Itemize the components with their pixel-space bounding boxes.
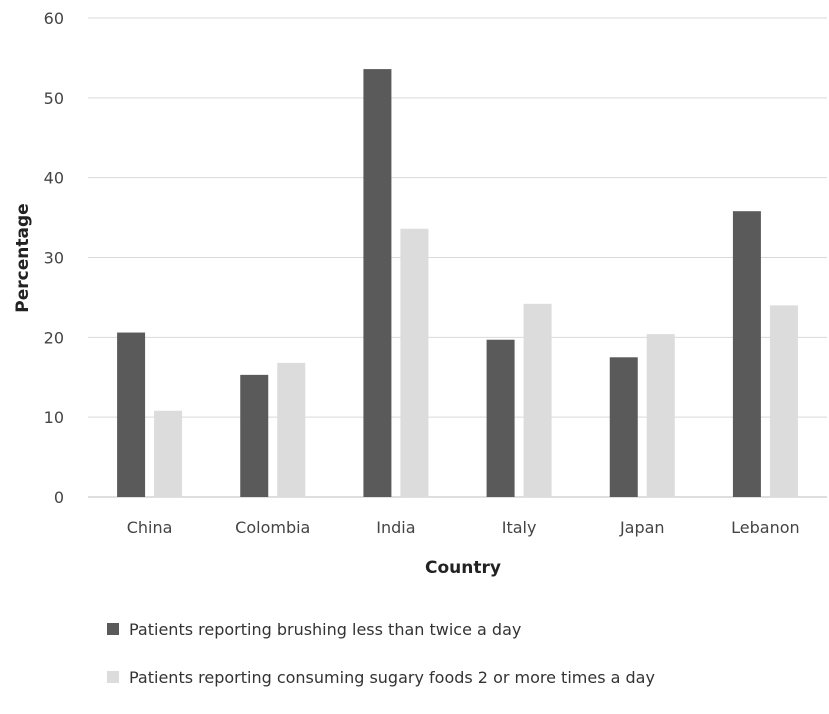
bar-japan-series-2 bbox=[646, 334, 675, 497]
bar-italy-series-1 bbox=[486, 339, 515, 497]
y-tick-label-60: 60 bbox=[44, 9, 64, 28]
bar-lebanon-series-1 bbox=[732, 211, 761, 498]
legend-swatch-sugary-foods bbox=[107, 671, 119, 683]
x-tick-label-china: China bbox=[127, 518, 173, 537]
legend-item-sugary-foods: Patients reporting consuming sugary food… bbox=[107, 666, 655, 688]
y-tick-label-0: 0 bbox=[54, 488, 64, 507]
x-axis-ticks: China Colombia India Italy Japan Lebanon bbox=[127, 518, 800, 537]
y-axis-title: Percentage bbox=[13, 203, 33, 312]
legend-label-brushing: Patients reporting brushing less than tw… bbox=[129, 619, 522, 639]
y-tick-label-30: 30 bbox=[44, 249, 64, 268]
bar-colombia-series-2 bbox=[277, 362, 306, 497]
legend-label-sugary-foods: Patients reporting consuming sugary food… bbox=[129, 667, 655, 687]
x-tick-label-italy: Italy bbox=[502, 518, 537, 537]
bar-india-series-2 bbox=[400, 228, 429, 497]
bar-china-series-2 bbox=[154, 410, 183, 497]
bar-japan-series-1 bbox=[609, 357, 638, 497]
legend: Patients reporting brushing less than tw… bbox=[107, 618, 655, 714]
x-tick-label-colombia: Colombia bbox=[235, 518, 310, 537]
y-axis-ticks: 0 10 20 30 40 50 60 bbox=[44, 9, 64, 507]
x-axis-title: Country bbox=[425, 558, 501, 578]
bar-lebanon-series-2 bbox=[769, 305, 798, 497]
legend-item-brushing: Patients reporting brushing less than tw… bbox=[107, 618, 655, 640]
y-tick-label-10: 10 bbox=[44, 408, 64, 427]
bar-colombia-series-1 bbox=[240, 374, 269, 497]
bar-italy-series-2 bbox=[523, 303, 552, 497]
x-tick-label-india: India bbox=[376, 518, 415, 537]
bar-india-series-1 bbox=[363, 69, 392, 498]
y-tick-label-40: 40 bbox=[44, 169, 64, 188]
bars bbox=[117, 69, 798, 498]
legend-swatch-brushing bbox=[107, 623, 119, 635]
gridlines bbox=[88, 17, 827, 498]
bar-chart: 0 10 20 30 40 50 60 China Colombia India Italy Jap… bbox=[13, 9, 827, 578]
x-tick-label-japan: Japan bbox=[619, 518, 665, 537]
y-tick-label-20: 20 bbox=[44, 328, 64, 347]
x-tick-label-lebanon: Lebanon bbox=[731, 518, 800, 537]
bar-china-series-1 bbox=[117, 332, 146, 497]
y-tick-label-50: 50 bbox=[44, 89, 64, 108]
